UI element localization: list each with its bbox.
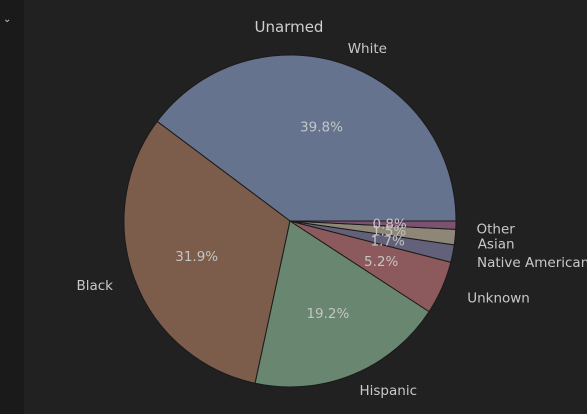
pie-slice-hispanic bbox=[254, 220, 430, 388]
category-label-asian: Asian bbox=[478, 237, 515, 253]
category-label-unknown: Unknown bbox=[467, 291, 530, 307]
pct-label-black: 31.9% bbox=[175, 249, 218, 265]
category-label-white: White bbox=[348, 41, 387, 57]
pie-slice-other bbox=[289, 220, 457, 230]
chevron-down-icon[interactable]: ⌄ bbox=[3, 14, 12, 25]
pct-label-hispanic: 19.2% bbox=[306, 306, 349, 322]
pct-label-asian: 1.5% bbox=[372, 224, 406, 240]
pct-label-unknown: 5.2% bbox=[364, 254, 398, 270]
pie-slices bbox=[123, 54, 457, 388]
category-label-hispanic: Hispanic bbox=[360, 383, 418, 399]
pie-slice-black bbox=[123, 120, 291, 384]
slice-labels: 39.8% White 31.9% Black 19.2% Hispanic 5.2% Unk… bbox=[76, 41, 587, 399]
chart-title: Unarmed bbox=[255, 18, 324, 36]
side-panel-strip: ⌄ bbox=[0, 0, 24, 414]
pct-label-native-american: 1.7% bbox=[371, 234, 405, 250]
pct-label-other: 0.8% bbox=[372, 217, 406, 233]
category-label-black: Black bbox=[76, 278, 113, 294]
category-label-other: Other bbox=[477, 222, 516, 238]
pie-slice-white bbox=[156, 54, 457, 222]
category-label-native-american: Native American bbox=[477, 255, 587, 271]
pct-label-white: 39.8% bbox=[300, 120, 343, 136]
